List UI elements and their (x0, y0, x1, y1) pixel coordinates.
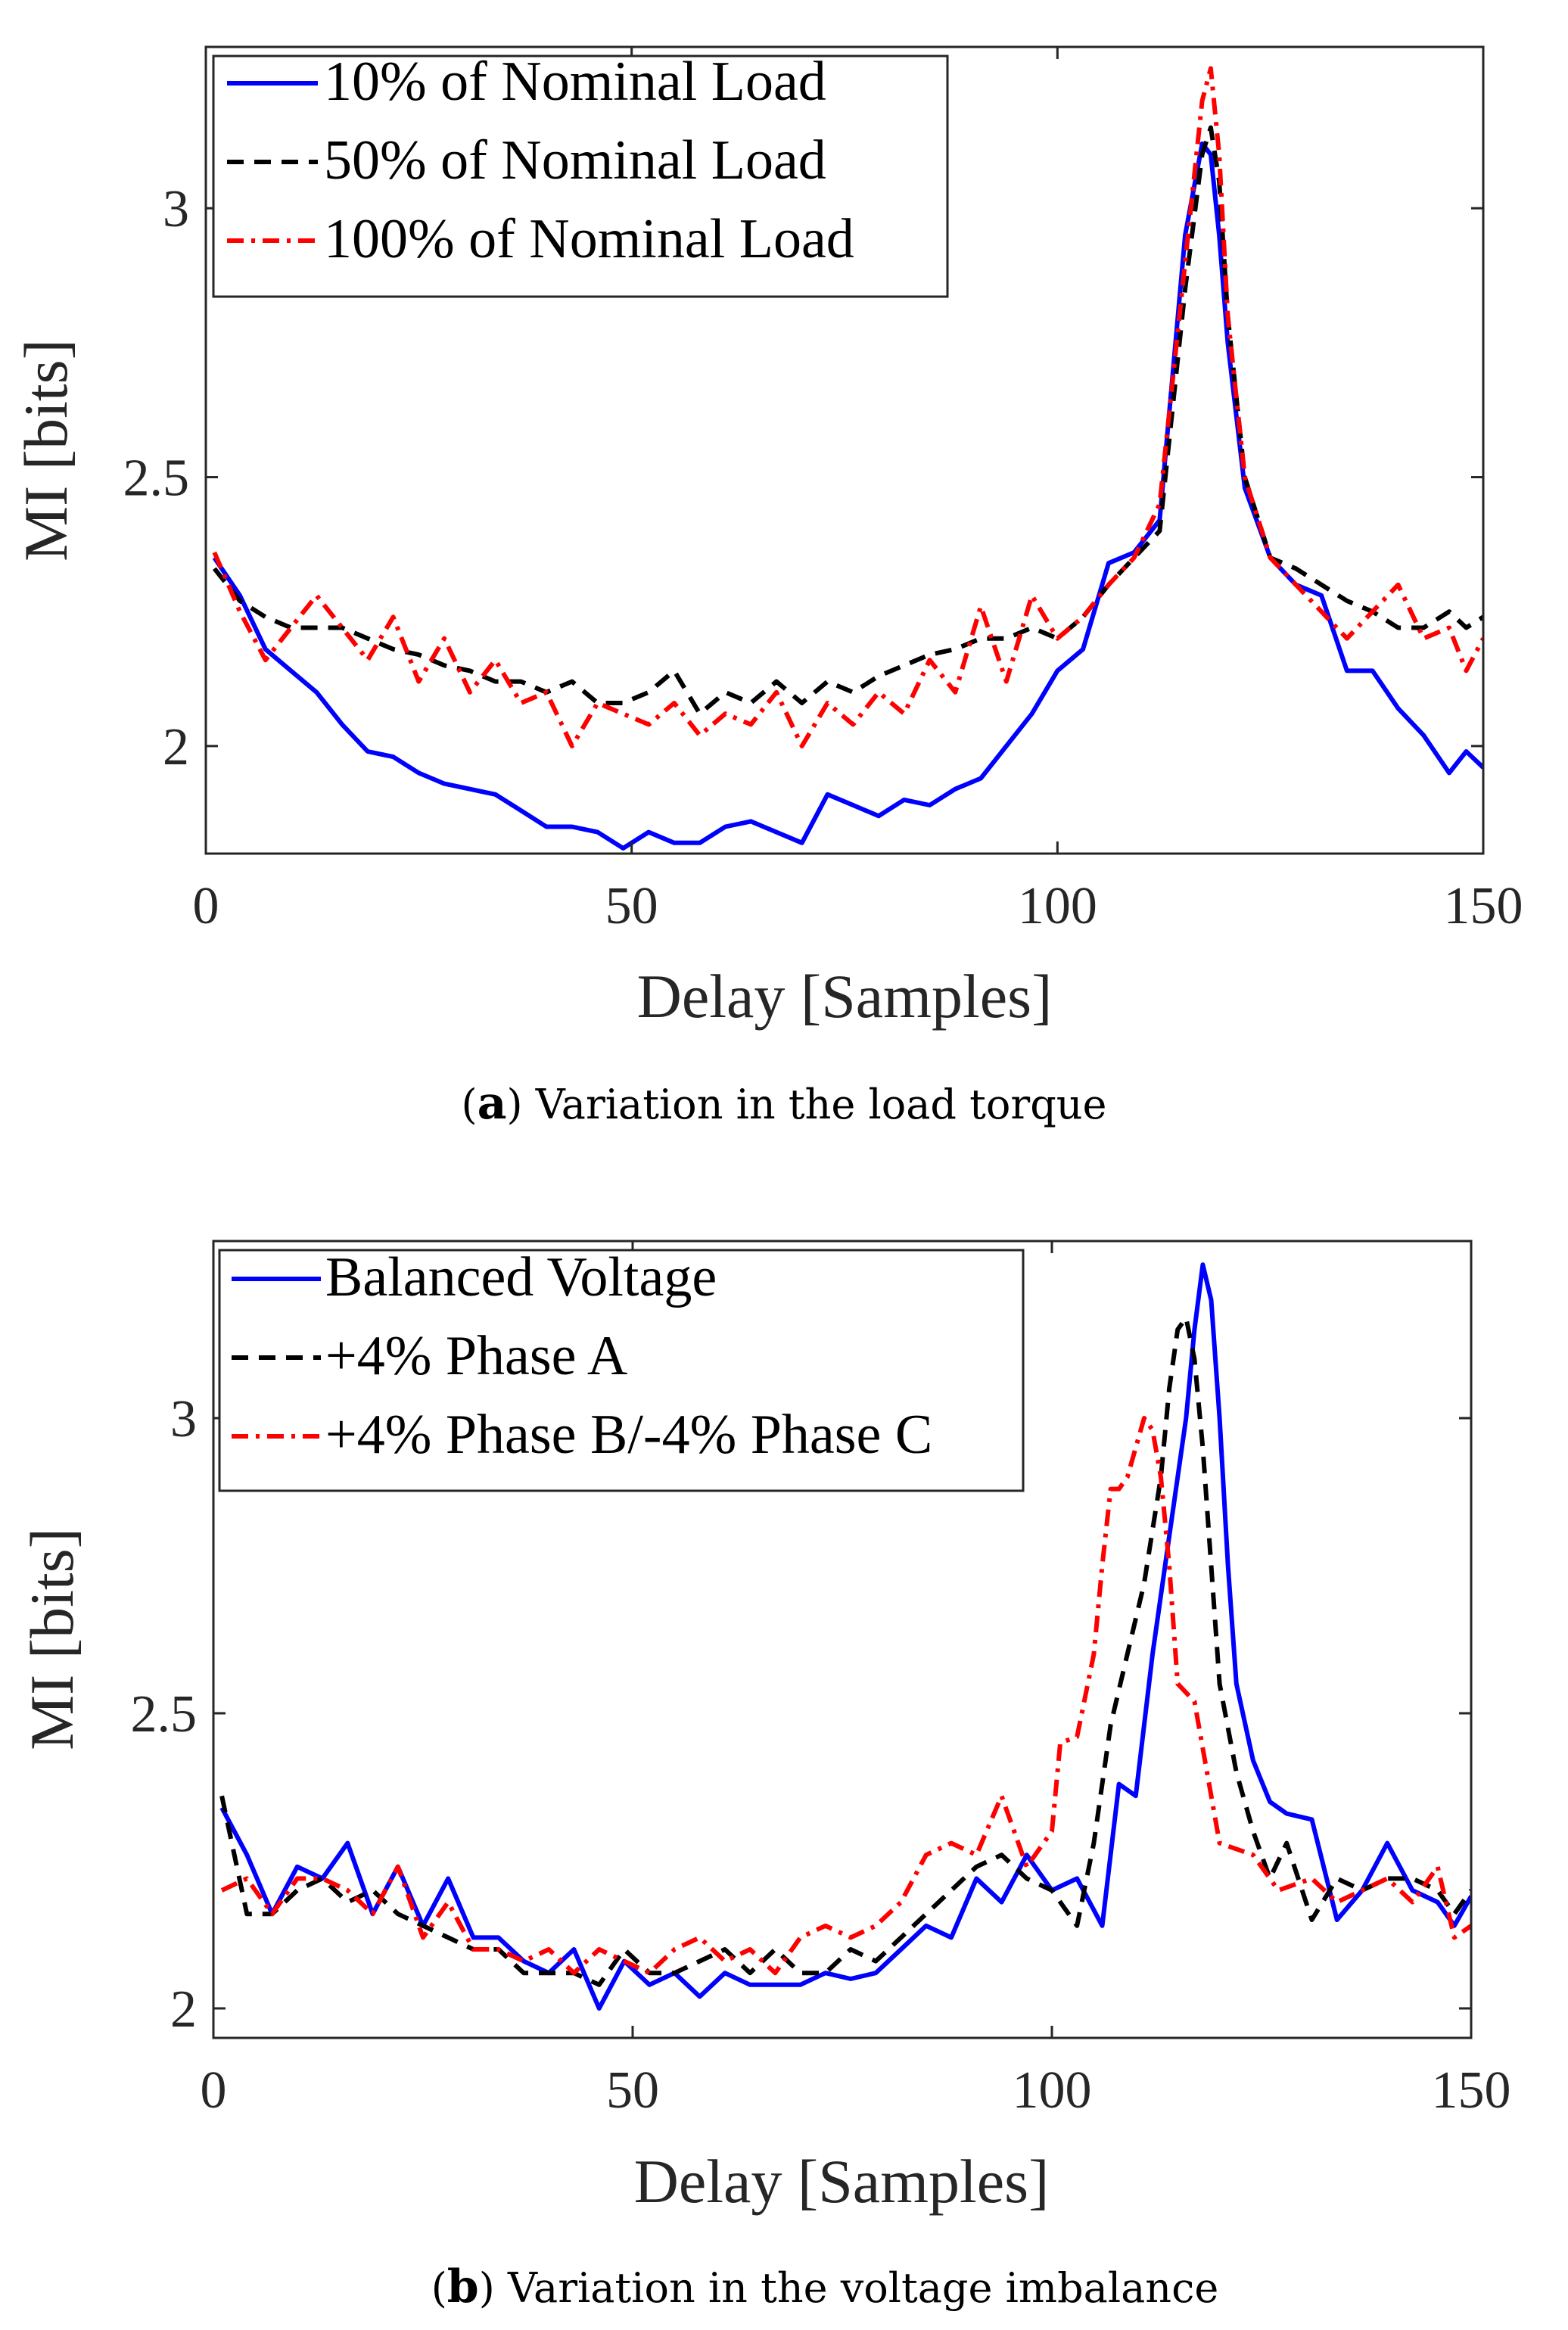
x-tick-label-b-1: 50 (606, 2061, 659, 2120)
y-axis-label-b: MI [bits] (17, 1528, 86, 1750)
series-line-b-2 (219, 1315, 1471, 1987)
x-tick-label-a-0: 0 (193, 877, 219, 935)
chart-panel-b: 0 50 100 150 2 2.5 3 MI [bits] Delay [Samples]… (17, 1240, 1511, 2313)
caption-text-a: Variation in the load torque (535, 1081, 1107, 1128)
y-tick-label-b-1: 2.5 (131, 1685, 198, 1744)
caption-letter-a: a (478, 1077, 507, 1130)
legend-box-a (212, 54, 949, 298)
x-tick-label-b-2: 100 (1013, 2061, 1092, 2120)
x-axis-label-a: Delay [Samples] (637, 962, 1053, 1031)
plot-area-b (219, 1262, 1471, 2011)
series-line-b-3 (220, 1416, 1471, 1976)
series-line-b-1 (219, 1262, 1471, 2011)
ticks-b: 0 50 100 150 2 2.5 3 (131, 1241, 1511, 2120)
x-tick-label-b-0: 0 (201, 2061, 227, 2120)
x-tick-label-a-3: 150 (1444, 877, 1523, 935)
plot-area-a (212, 66, 1483, 851)
axes-frame-a (204, 45, 1485, 855)
x-axis-label-b: Delay [Samples] (634, 2147, 1050, 2216)
y-tick-label-a-0: 2 (163, 718, 189, 776)
x-tick-label-a-1: 50 (605, 877, 658, 935)
legend-label-a-3: 100% of Nominal Load (324, 208, 854, 270)
y-tick-label-b-0: 2 (170, 1980, 197, 2039)
legend-label-b-2: +4% Phase A (325, 1325, 627, 1387)
legend-box-b (218, 1249, 1025, 1492)
caption-a: (a) Variation in the load torque (462, 1077, 1107, 1130)
legend-a: 10% of Nominal Load 50% of Nominal Load 10… (212, 51, 949, 298)
caption-text-b: Variation in the voltage imbalance (507, 2264, 1218, 2312)
y-tick-label-b-2: 3 (170, 1390, 197, 1448)
series-line-a-3 (212, 66, 1483, 748)
caption-b: (b) Variation in the voltage imbalance (431, 2260, 1219, 2313)
legend-label-b-1: Balanced Voltage (325, 1246, 717, 1308)
y-axis-label-a: MI [bits] (11, 339, 80, 562)
legend-label-b-3: +4% Phase B/-4% Phase C (325, 1404, 932, 1466)
legend-b: Balanced Voltage +4% Phase A +4% Phase B/-… (218, 1246, 1025, 1492)
y-tick-label-a-2: 3 (163, 180, 189, 238)
legend-label-a-1: 10% of Nominal Load (324, 51, 826, 113)
caption-letter-b: b (447, 2260, 479, 2313)
x-tick-label-a-2: 100 (1018, 877, 1097, 935)
x-tick-label-b-3: 150 (1432, 2061, 1511, 2120)
chart-panel-a: 0 50 100 150 2 2.5 3 MI [bits] Delay [Samples]… (11, 45, 1523, 1130)
axes-frame-b (212, 1240, 1473, 2039)
y-tick-label-a-1: 2.5 (123, 450, 190, 508)
ticks-a: 0 50 100 150 2 2.5 3 (123, 47, 1523, 935)
legend-label-a-2: 50% of Nominal Load (324, 129, 826, 191)
